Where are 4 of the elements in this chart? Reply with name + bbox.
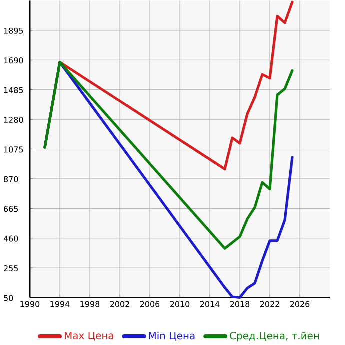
legend-label: Max Цена [65,332,114,341]
line-series [44,61,294,250]
legend-label: Min Цена [149,332,195,342]
legend-label: Сред.Цена, т.йен [230,332,320,342]
